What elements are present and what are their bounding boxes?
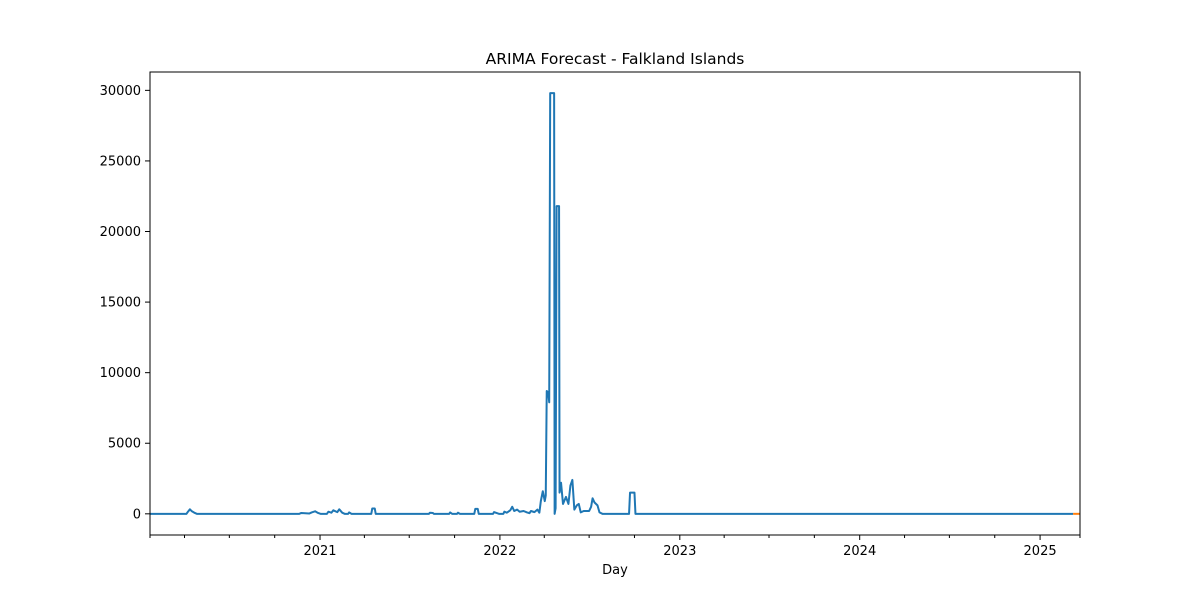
x-axis: 2021 2022 2023 2024 2025 xyxy=(149,535,1081,559)
x-tick-label: 2024 xyxy=(843,544,876,559)
x-tick-label: 2022 xyxy=(483,544,516,559)
x-tick-label: 2023 xyxy=(663,544,696,559)
series-line-1 xyxy=(150,92,1074,515)
x-tick-label: 2021 xyxy=(303,544,336,559)
y-tick-label: 15000 xyxy=(100,296,141,311)
y-tick-label: 25000 xyxy=(100,154,141,169)
y-tick-label: 30000 xyxy=(100,84,141,99)
x-tick-label: 2025 xyxy=(1024,544,1057,559)
chart-title: ARIMA Forecast - Falkland Islands xyxy=(486,50,745,68)
y-axis: 0 5000 10000 15000 20000 25000 30000 xyxy=(100,84,150,522)
y-tick-label: 5000 xyxy=(108,437,141,452)
y-tick-label: 20000 xyxy=(100,225,141,240)
plot-frame xyxy=(149,71,1081,536)
y-tick-label: 10000 xyxy=(100,366,141,381)
plot-area xyxy=(150,92,1080,515)
x-axis-label: Day xyxy=(602,563,628,578)
y-tick-label: 0 xyxy=(133,507,141,522)
